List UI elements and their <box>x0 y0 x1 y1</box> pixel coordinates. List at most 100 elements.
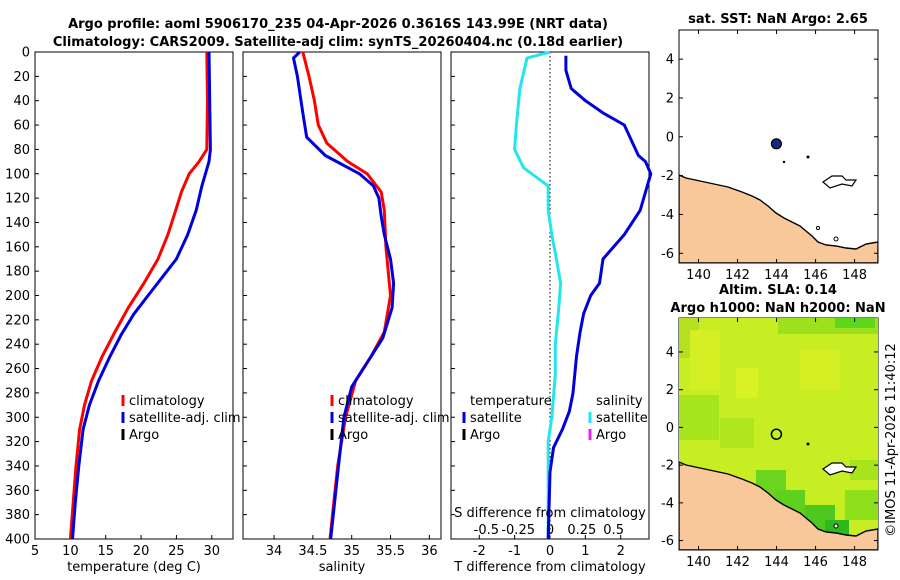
map-x-tick-label: 144 <box>764 555 789 570</box>
map-x-tick-label: 148 <box>842 268 867 283</box>
temperature-legend: climatology satellite-adj. clim Argo <box>121 394 241 443</box>
map-y-tick-label: 4 <box>666 345 674 360</box>
map-y-tick-label: -4 <box>661 496 674 511</box>
series-line-salinity-satellite <box>546 55 653 540</box>
legend-sal-satellite: satellite <box>596 411 648 426</box>
sst-small-island <box>806 155 810 159</box>
sst-map-content <box>679 155 878 263</box>
sst-land-mass <box>679 174 878 263</box>
sla-field-patch <box>736 368 758 398</box>
temperature-xlabel: temperature (deg C) <box>67 560 201 575</box>
sla-field-patch <box>800 350 840 390</box>
depth-tick-label: 200 <box>5 289 30 304</box>
sst-island <box>822 175 858 189</box>
imos-credit-label: ©IMOS 11-Apr-2026 11:40:12 <box>884 343 899 537</box>
sla-small-island <box>806 442 810 446</box>
depth-tick-label: 120 <box>5 192 30 207</box>
x-tick-label: 35.5 <box>376 544 405 559</box>
map-y-tick-label: -6 <box>661 247 674 262</box>
s-difference-tick-label: 0.25 <box>567 523 596 538</box>
legend-sal-argo: Argo <box>596 428 626 443</box>
map-x-tick-label: 142 <box>725 268 750 283</box>
sst-small-island <box>815 225 821 231</box>
series-line-satellite-adj-clim <box>71 51 212 540</box>
depth-tick-label: 100 <box>5 167 30 182</box>
map-y-tick-label: 0 <box>666 130 674 145</box>
legend-satellite: satellite-adj. clim <box>129 411 241 426</box>
map-x-tick-label: 140 <box>686 555 711 570</box>
difference-xlabel: T difference from climatology <box>453 560 646 575</box>
sla-field-patch <box>690 330 720 390</box>
s-difference-tick-label: 0 <box>546 523 554 538</box>
temperature-axes-frame <box>34 51 234 540</box>
depth-tick-label: 40 <box>13 94 30 109</box>
s-difference-label: S difference from climatology <box>454 506 646 521</box>
x-tick-label: 1 <box>581 544 589 559</box>
depth-tick-label: 400 <box>5 533 30 548</box>
figure-title-line1: Argo profile: aoml 5906170_235 04-Apr-20… <box>68 17 608 32</box>
depth-tick-label: 360 <box>5 484 30 499</box>
map-x-tick-label: 144 <box>764 268 789 283</box>
sla-map-title-line1: Altim. SLA: 0.14 <box>719 283 837 298</box>
map-y-tick-label: -2 <box>661 169 674 184</box>
legend-climatology: climatology <box>338 394 414 409</box>
x-tick-label: -1 <box>508 544 521 559</box>
depth-tick-label: 80 <box>13 143 30 158</box>
sla-map-title-line2: Argo h1000: NaN h2000: NaN <box>670 301 885 316</box>
series-line-temperature-satellite <box>513 50 563 539</box>
legend-satellite: satellite-adj. clim <box>338 411 450 426</box>
depth-tick-label: 220 <box>5 313 30 328</box>
x-tick-label: 36 <box>421 544 438 559</box>
salinity-plot: 34 34.5 35 35.5 36 <box>266 50 438 559</box>
depth-tick-label: 380 <box>5 508 30 523</box>
x-tick-label: 20 <box>133 544 150 559</box>
sla-map-axes: 140 142 144 146 148 4 2 0 -2 -4 -6 <box>661 318 878 570</box>
sst-map-axes: 140 142 144 146 148 4 2 0 -2 -4 -6 <box>661 30 878 283</box>
depth-tick-label: 300 <box>5 411 30 426</box>
series-line-climatology <box>68 51 209 540</box>
x-tick-label: 2 <box>617 544 625 559</box>
sst-map-title: sat. SST: NaN Argo: 2.65 <box>688 12 868 27</box>
map-y-tick-label: -6 <box>661 534 674 549</box>
x-tick-label: 25 <box>168 544 185 559</box>
map-y-tick-label: -4 <box>661 208 674 223</box>
x-tick-label: 10 <box>62 544 79 559</box>
difference-plot: -2 -1 0 1 2 -0.5 -0.25 0 0.25 0.5 <box>473 50 653 559</box>
sla-field-patch <box>679 395 719 440</box>
sla-field-patch <box>845 490 878 520</box>
depth-tick-label: 280 <box>5 386 30 401</box>
s-difference-tick-label: -0.25 <box>501 523 535 538</box>
figure-title-line2: Climatology: CARS2009. Satellite-adj cli… <box>53 35 623 50</box>
sst-argo-position-marker <box>770 138 783 150</box>
sst-small-island <box>782 160 786 164</box>
depth-axis: 0 20 40 60 80 100 120 140 160 180 200 220 240 260 280 3… <box>5 46 455 548</box>
sla-field-patch <box>720 418 754 448</box>
map-y-tick-label: 4 <box>666 53 674 68</box>
depth-tick-label: 260 <box>5 362 30 377</box>
depth-tick-label: 160 <box>5 240 30 255</box>
depth-tick-label: 320 <box>5 435 30 450</box>
map-y-tick-label: 2 <box>666 383 674 398</box>
legend-salinity-heading: salinity <box>596 394 643 409</box>
depth-tick-label: 340 <box>5 459 30 474</box>
x-tick-label: 15 <box>97 544 114 559</box>
depth-tick-label: 180 <box>5 265 30 280</box>
depth-tick-label: 240 <box>5 338 30 353</box>
x-tick-label: 34.5 <box>298 544 327 559</box>
map-x-tick-label: 146 <box>803 555 828 570</box>
salinity-axes-frame <box>242 51 442 540</box>
legend-climatology: climatology <box>129 394 205 409</box>
legend-temp-argo: Argo <box>470 428 500 443</box>
sla-field-patch <box>850 460 878 480</box>
x-tick-label: -2 <box>473 544 486 559</box>
s-difference-tick-label: -0.5 <box>474 523 499 538</box>
depth-tick-label: 60 <box>13 119 30 134</box>
sst-small-island <box>833 236 839 242</box>
map-y-tick-label: 2 <box>666 91 674 106</box>
salinity-legend: climatology satellite-adj. clim Argo <box>330 394 450 443</box>
legend-temperature-heading: temperature <box>470 394 552 409</box>
depth-tick-label: 0 <box>22 46 30 61</box>
map-y-tick-label: 0 <box>666 421 674 436</box>
sla-island <box>822 462 858 476</box>
